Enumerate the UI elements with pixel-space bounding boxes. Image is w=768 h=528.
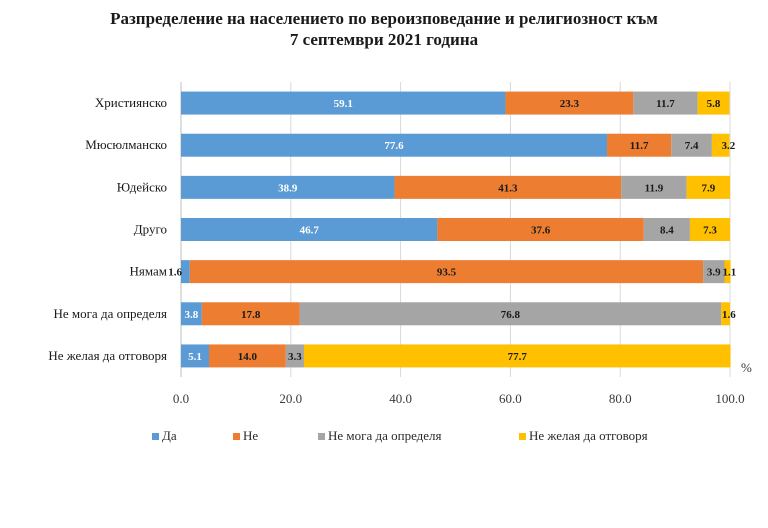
x-tick-label: 40.0: [389, 391, 412, 406]
bar-segment: [505, 91, 634, 115]
bar-segment: [686, 175, 730, 199]
bar-segment: [181, 91, 506, 115]
x-tick-label: 0.0: [173, 391, 189, 406]
data-label: 3.2: [721, 140, 735, 152]
legend-swatch: [152, 432, 159, 440]
category-label: Нямам: [129, 264, 167, 279]
legend-swatch: [233, 432, 240, 440]
bar-segment: [181, 218, 438, 241]
data-label: 59.1: [334, 98, 353, 110]
x-tick-label: 80.0: [609, 391, 632, 406]
bar-segment: [671, 133, 712, 157]
bar-segment: [181, 260, 190, 284]
bar-segment: [285, 344, 304, 368]
bar-segment: [394, 175, 622, 199]
category-label: Друго: [134, 222, 167, 237]
data-label: 77.6: [384, 140, 404, 152]
data-label: 3.3: [288, 351, 302, 363]
data-label: 37.6: [531, 225, 551, 237]
chart-title: Разпределение на населението по вероизпо…: [0, 8, 768, 50]
x-tick-label: 60.0: [499, 391, 522, 406]
bar-segment: [703, 260, 725, 284]
data-label: 3.9: [707, 267, 721, 279]
legend-item: Не мога да определя: [318, 428, 442, 444]
bar-segment: [724, 260, 731, 284]
x-tick-label: 100.0: [715, 391, 744, 406]
bar-segment: [181, 344, 209, 368]
data-label: 8.4: [660, 225, 674, 237]
chart-title-line-2: 7 септември 2021 година: [289, 30, 479, 49]
legend-swatch: [519, 432, 526, 440]
chart-title-line-1: Разпределение на населението по вероизпо…: [110, 9, 658, 28]
legend-item: Да: [152, 428, 177, 444]
data-label: 77.7: [508, 351, 528, 363]
bar-segment: [208, 344, 286, 368]
data-label: 5.1: [188, 351, 202, 363]
category-label: Не желая да отговоря: [48, 348, 167, 363]
bar-segment: [201, 302, 300, 326]
legend-label: Не желая да отговоря: [529, 428, 648, 443]
data-label: 1.6: [168, 267, 182, 279]
data-label: 76.8: [501, 309, 521, 321]
bar-segment: [689, 218, 730, 241]
bar-segment: [299, 302, 722, 326]
data-label: 23.3: [560, 98, 580, 110]
legend-item: Не: [233, 428, 258, 444]
bar-segment: [189, 260, 704, 284]
bar-segment: [643, 218, 690, 241]
bar-segment: [181, 133, 608, 157]
bar-segment: [633, 91, 698, 115]
x-tick-label: 20.0: [279, 391, 302, 406]
data-label: 5.8: [707, 98, 721, 110]
bar-segment: [181, 302, 202, 326]
bar-segment: [303, 344, 731, 368]
legend-swatch: [318, 432, 325, 440]
legend-label: Да: [162, 428, 177, 443]
data-label: 11.7: [656, 98, 675, 110]
data-label: 3.8: [185, 309, 199, 321]
legend-label: Не мога да определя: [328, 428, 442, 443]
x-unit-label: %: [741, 360, 752, 375]
category-label: Християнско: [95, 95, 167, 110]
data-label: 14.0: [238, 351, 258, 363]
data-label: 1.6: [722, 309, 736, 321]
category-label: Мюсюлманско: [85, 137, 167, 152]
category-label: Не мога да определя: [53, 306, 167, 321]
chart-legend: Да Не Не мога да определя Не желая да отгов…: [0, 428, 768, 448]
bar-segment: [181, 175, 395, 199]
data-label: 7.3: [703, 225, 717, 237]
bar-segment: [607, 133, 672, 157]
bar-segment: [437, 218, 644, 241]
bar-segment: [721, 302, 730, 326]
data-label: 41.3: [498, 182, 518, 194]
data-label: 7.4: [685, 140, 699, 152]
data-label: 17.8: [241, 309, 261, 321]
legend-label: Не: [243, 428, 259, 443]
bar-segment: [621, 175, 687, 199]
bar-segment: [697, 91, 730, 115]
data-label: 11.9: [645, 182, 664, 194]
data-label: 93.5: [437, 267, 457, 279]
data-label: 11.7: [630, 140, 649, 152]
data-label: 38.9: [278, 182, 298, 194]
bar-segment: [711, 133, 730, 157]
data-label: 7.9: [701, 182, 715, 194]
data-label: 1.1: [723, 267, 737, 279]
category-label: Юдейско: [117, 179, 167, 194]
data-label: 46.7: [300, 225, 320, 237]
legend-item: Не желая да отговоря: [519, 428, 648, 444]
